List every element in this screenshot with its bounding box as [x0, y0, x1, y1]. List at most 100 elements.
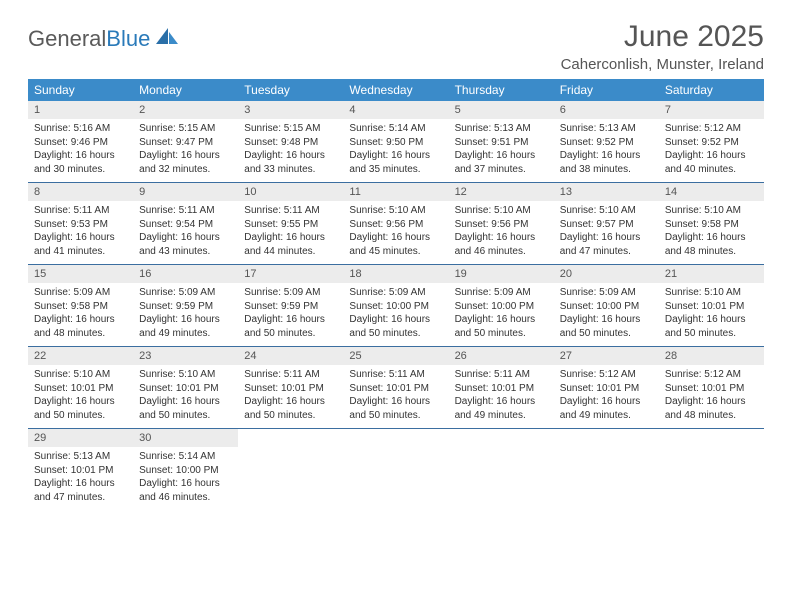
day-cell: 25Sunrise: 5:11 AMSunset: 10:01 PMDaylig…	[343, 347, 448, 428]
day-number: 5	[449, 101, 554, 119]
day-number: 13	[554, 183, 659, 201]
day-number: 27	[554, 347, 659, 365]
sunset-text: Sunset: 9:53 PM	[34, 218, 127, 232]
sunset-text: Sunset: 9:56 PM	[349, 218, 442, 232]
day-number: 14	[659, 183, 764, 201]
day-body: Sunrise: 5:09 AMSunset: 10:00 PMDaylight…	[554, 283, 659, 340]
daylight-text: and 50 minutes.	[244, 409, 337, 423]
daylight-text: and 43 minutes.	[139, 245, 232, 259]
day-number: 24	[238, 347, 343, 365]
day-number: 2	[133, 101, 238, 119]
daylight-text: Daylight: 16 hours	[139, 477, 232, 491]
day-cell: 1Sunrise: 5:16 AMSunset: 9:46 PMDaylight…	[28, 101, 133, 182]
daylight-text: and 44 minutes.	[244, 245, 337, 259]
day-cell: 5Sunrise: 5:13 AMSunset: 9:51 PMDaylight…	[449, 101, 554, 182]
day-cell: 17Sunrise: 5:09 AMSunset: 9:59 PMDayligh…	[238, 265, 343, 346]
sunset-text: Sunset: 10:01 PM	[665, 300, 758, 314]
day-body: Sunrise: 5:10 AMSunset: 9:58 PMDaylight:…	[659, 201, 764, 258]
day-number: 26	[449, 347, 554, 365]
logo-text-gray: General	[28, 26, 106, 52]
daylight-text: Daylight: 16 hours	[455, 231, 548, 245]
day-cell: 10Sunrise: 5:11 AMSunset: 9:55 PMDayligh…	[238, 183, 343, 264]
day-cell: 21Sunrise: 5:10 AMSunset: 10:01 PMDaylig…	[659, 265, 764, 346]
day-number: 6	[554, 101, 659, 119]
daylight-text: and 48 minutes.	[665, 245, 758, 259]
daylight-text: and 50 minutes.	[244, 327, 337, 341]
daylight-text: Daylight: 16 hours	[34, 231, 127, 245]
sunset-text: Sunset: 9:58 PM	[665, 218, 758, 232]
sunset-text: Sunset: 9:51 PM	[455, 136, 548, 150]
daylight-text: and 49 minutes.	[139, 327, 232, 341]
sunrise-text: Sunrise: 5:10 AM	[139, 368, 232, 382]
daylight-text: and 47 minutes.	[34, 491, 127, 505]
day-cell: 27Sunrise: 5:12 AMSunset: 10:01 PMDaylig…	[554, 347, 659, 428]
daylight-text: Daylight: 16 hours	[560, 231, 653, 245]
daylight-text: Daylight: 16 hours	[455, 313, 548, 327]
sunrise-text: Sunrise: 5:09 AM	[560, 286, 653, 300]
sunset-text: Sunset: 9:56 PM	[455, 218, 548, 232]
sunrise-text: Sunrise: 5:10 AM	[665, 286, 758, 300]
daylight-text: Daylight: 16 hours	[139, 231, 232, 245]
day-cell: 30Sunrise: 5:14 AMSunset: 10:00 PMDaylig…	[133, 429, 238, 510]
header: GeneralBlue June 2025 Caherconlish, Muns…	[28, 20, 764, 73]
day-number: 3	[238, 101, 343, 119]
day-header-mon: Monday	[133, 79, 238, 101]
day-number: 30	[133, 429, 238, 447]
sunrise-text: Sunrise: 5:13 AM	[34, 450, 127, 464]
daylight-text: and 50 minutes.	[34, 409, 127, 423]
daylight-text: and 30 minutes.	[34, 163, 127, 177]
sunrise-text: Sunrise: 5:10 AM	[349, 204, 442, 218]
day-header-row: Sunday Monday Tuesday Wednesday Thursday…	[28, 79, 764, 101]
day-cell	[449, 429, 554, 510]
day-cell	[343, 429, 448, 510]
sunrise-text: Sunrise: 5:09 AM	[349, 286, 442, 300]
day-cell	[659, 429, 764, 510]
day-cell: 12 Sunrise: 5:10 AMSunset: 9:56 PMDayligh…	[449, 183, 554, 264]
sunset-text: Sunset: 10:01 PM	[34, 464, 127, 478]
daylight-text: and 46 minutes.	[455, 245, 548, 259]
day-cell: 4Sunrise: 5:14 AMSunset: 9:50 PMDaylight…	[343, 101, 448, 182]
sunrise-text: Sunrise: 5:10 AM	[455, 204, 548, 218]
day-number: 11	[343, 183, 448, 201]
logo-text-blue: Blue	[106, 26, 150, 52]
day-number: 22	[28, 347, 133, 365]
day-body: Sunrise: 5:12 AMSunset: 9:52 PMDaylight:…	[659, 119, 764, 176]
calendar: Sunday Monday Tuesday Wednesday Thursday…	[28, 79, 764, 510]
daylight-text: Daylight: 16 hours	[244, 395, 337, 409]
daylight-text: and 49 minutes.	[560, 409, 653, 423]
day-cell	[554, 429, 659, 510]
day-number: 18	[343, 265, 448, 283]
week-row: 1Sunrise: 5:16 AMSunset: 9:46 PMDaylight…	[28, 101, 764, 183]
day-cell: 20Sunrise: 5:09 AMSunset: 10:00 PMDaylig…	[554, 265, 659, 346]
day-number: 7	[659, 101, 764, 119]
sunset-text: Sunset: 9:46 PM	[34, 136, 127, 150]
location: Caherconlish, Munster, Ireland	[561, 56, 764, 73]
day-body: Sunrise: 5:13 AMSunset: 10:01 PMDaylight…	[28, 447, 133, 504]
sunrise-text: Sunrise: 5:11 AM	[244, 204, 337, 218]
sunset-text: Sunset: 10:01 PM	[455, 382, 548, 396]
page: GeneralBlue June 2025 Caherconlish, Muns…	[0, 0, 792, 530]
day-number: 8	[28, 183, 133, 201]
day-body: Sunrise: 5:12 AMSunset: 10:01 PMDaylight…	[554, 365, 659, 422]
sunrise-text: Sunrise: 5:10 AM	[560, 204, 653, 218]
day-header-sun: Sunday	[28, 79, 133, 101]
day-body: Sunrise: 5:11 AMSunset: 10:01 PMDaylight…	[238, 365, 343, 422]
daylight-text: Daylight: 16 hours	[560, 149, 653, 163]
daylight-text: and 47 minutes.	[560, 245, 653, 259]
sunset-text: Sunset: 9:52 PM	[665, 136, 758, 150]
sunset-text: Sunset: 10:01 PM	[349, 382, 442, 396]
day-body: Sunrise: 5:11 AMSunset: 9:53 PMDaylight:…	[28, 201, 133, 258]
week-row: 29Sunrise: 5:13 AMSunset: 10:01 PMDaylig…	[28, 429, 764, 510]
day-body: Sunrise: 5:11 AMSunset: 10:01 PMDaylight…	[449, 365, 554, 422]
day-number: 25	[343, 347, 448, 365]
day-body: Sunrise: 5:14 AMSunset: 9:50 PMDaylight:…	[343, 119, 448, 176]
daylight-text: and 35 minutes.	[349, 163, 442, 177]
day-body: Sunrise: 5:13 AMSunset: 9:51 PMDaylight:…	[449, 119, 554, 176]
day-number: 12	[449, 183, 554, 201]
day-cell: 11Sunrise: 5:10 AMSunset: 9:56 PMDayligh…	[343, 183, 448, 264]
day-cell: 8Sunrise: 5:11 AMSunset: 9:53 PMDaylight…	[28, 183, 133, 264]
sunrise-text: Sunrise: 5:12 AM	[560, 368, 653, 382]
daylight-text: and 41 minutes.	[34, 245, 127, 259]
day-number: 15	[28, 265, 133, 283]
sunset-text: Sunset: 9:59 PM	[139, 300, 232, 314]
